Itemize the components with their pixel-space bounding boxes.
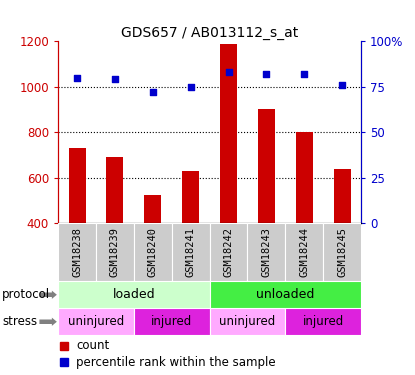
Bar [258, 110, 275, 223]
Point [112, 76, 118, 82]
Text: protocol: protocol [2, 288, 50, 301]
Title: GDS657 / AB013112_s_at: GDS657 / AB013112_s_at [121, 26, 298, 40]
Bar [286, 308, 361, 335]
Text: GSM18238: GSM18238 [72, 227, 82, 277]
Bar [134, 223, 172, 281]
Bar [286, 223, 323, 281]
Text: GSM18242: GSM18242 [224, 227, 234, 277]
Bar [58, 308, 134, 335]
Text: GSM18244: GSM18244 [299, 227, 309, 277]
Point [149, 89, 156, 95]
Point [187, 84, 194, 90]
Bar [106, 157, 123, 223]
Bar [247, 223, 285, 281]
Text: GSM18241: GSM18241 [186, 227, 195, 277]
Point [339, 82, 345, 88]
Bar [323, 223, 361, 281]
Text: count: count [76, 339, 110, 352]
Text: GSM18243: GSM18243 [261, 227, 271, 277]
Point [74, 75, 81, 81]
Point [225, 69, 232, 75]
Bar [210, 281, 361, 308]
Bar [210, 308, 286, 335]
Bar [172, 223, 210, 281]
Bar [182, 171, 199, 223]
Bar [58, 281, 210, 308]
Text: percentile rank within the sample: percentile rank within the sample [76, 356, 276, 369]
Bar [96, 223, 134, 281]
Point [301, 71, 308, 77]
Bar [58, 223, 96, 281]
Text: injured: injured [151, 315, 192, 328]
Bar [134, 308, 210, 335]
Bar [144, 195, 161, 223]
Point [263, 71, 270, 77]
Text: uninjured: uninjured [219, 315, 276, 328]
Bar [210, 223, 247, 281]
Bar [68, 148, 85, 223]
Text: GSM18240: GSM18240 [148, 227, 158, 277]
Text: GSM18245: GSM18245 [337, 227, 347, 277]
Text: stress: stress [2, 315, 37, 328]
Text: unloaded: unloaded [256, 288, 315, 301]
Text: GSM18239: GSM18239 [110, 227, 120, 277]
Text: injured: injured [303, 315, 344, 328]
Bar [334, 169, 351, 223]
Bar [220, 44, 237, 223]
Bar [296, 132, 313, 223]
Text: uninjured: uninjured [68, 315, 124, 328]
Text: loaded: loaded [112, 288, 155, 301]
